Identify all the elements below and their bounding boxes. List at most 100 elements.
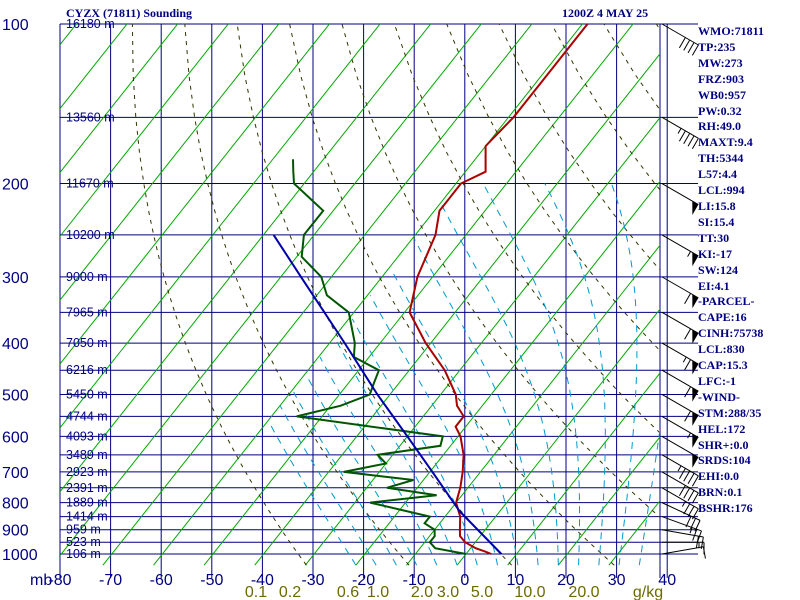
stat-item: -PARCEL- <box>698 294 755 309</box>
height-label: 2391 m <box>66 481 108 495</box>
isotherm-line <box>60 24 331 365</box>
moist-adiabat-line <box>267 420 357 566</box>
wind-barb-staff <box>661 23 699 46</box>
wind-barb-feather <box>687 473 695 484</box>
mixing-ratio-label: 0.1 <box>245 584 267 600</box>
temperature-tick-label: -70 <box>99 572 122 589</box>
stat-item: EHI:0.0 <box>698 469 740 484</box>
wind-barb-staff <box>661 276 699 299</box>
wind-barb-staff <box>661 435 699 458</box>
moist-adiabat-line <box>441 205 559 566</box>
wind-barb <box>661 487 699 520</box>
wind-barb <box>661 234 699 267</box>
wind-barb <box>661 394 699 426</box>
wind-barb-staff <box>661 487 699 510</box>
temperature-tick-label: -50 <box>200 572 223 589</box>
stat-item: BSHR:176 <box>698 501 753 516</box>
wind-barb-staff <box>661 234 699 257</box>
pressure-label: 700 <box>2 465 29 482</box>
dry-adiabat-line <box>236 24 513 566</box>
dry-adiabat-line <box>289 24 615 566</box>
stat-item: CAP:15.3 <box>698 358 748 373</box>
height-label: 106 m <box>66 547 101 561</box>
height-label: 2923 m <box>66 465 108 479</box>
temperature-tick-label: -20 <box>352 572 375 589</box>
moist-adiabat-line <box>279 405 377 566</box>
wind-barb-staff <box>661 311 699 334</box>
wind-barbs <box>661 23 706 559</box>
temperature-tick-label: 40 <box>658 572 676 589</box>
wind-barb-pennant <box>692 294 699 309</box>
wind-barb-feather <box>696 530 702 543</box>
stat-item: TH:5344 <box>698 151 744 166</box>
height-label: 959 m <box>66 523 101 537</box>
mixing-ratio-labels: 0.1 0.2 0.6 1.0 2.0 3.0 5.0 10.0 20.0 g/kg <box>245 584 663 600</box>
wind-barb-half-feather <box>687 251 692 257</box>
wind-barb <box>661 311 699 344</box>
wind-barb-feather <box>687 135 695 147</box>
dry-adiabat-line <box>341 24 660 518</box>
wind-barb-feather <box>691 475 699 487</box>
wind-barb-pennant <box>692 411 699 426</box>
pressure-label: 1000 <box>2 547 38 564</box>
temperature-tick-label: 10 <box>507 572 525 589</box>
wind-barb <box>661 415 699 448</box>
wind-barb-feather <box>692 529 698 541</box>
moist-adiabat-line <box>482 183 580 566</box>
chart-title: CYZX (71811) Sounding <box>66 6 193 20</box>
stat-item: SRDS:104 <box>698 453 751 468</box>
stat-item: SW:124 <box>698 262 739 277</box>
wind-barb-feather <box>678 468 686 479</box>
stat-item: PW:0.32 <box>698 103 742 118</box>
stat-item: RH:49.0 <box>698 119 741 134</box>
wind-barb-feather <box>691 492 699 504</box>
wind-barb-feather <box>678 130 686 142</box>
wind-barb-feather <box>691 138 699 149</box>
wind-barb-half-feather <box>689 527 693 534</box>
isotherm-line <box>456 308 660 566</box>
sounding-series <box>272 24 589 555</box>
stat-item: LCL:830 <box>698 342 745 357</box>
wind-barb-pennant <box>692 360 699 375</box>
y-axis-unit-label: mb <box>30 572 52 589</box>
stat-item: BRN:0.1 <box>698 485 743 500</box>
height-label: 7050 m <box>66 336 108 350</box>
stat-item: SHR+:0.0 <box>698 437 749 452</box>
wind-barb <box>661 516 702 543</box>
stat-item: HEL:172 <box>698 421 746 436</box>
height-labels: 16180 m 13560 m 11670 m 10200 m 9000 m 7965 m… <box>66 17 115 561</box>
height-label: 9000 m <box>66 270 108 284</box>
wind-barb-half-feather <box>677 128 682 134</box>
pressure-label: 400 <box>2 336 29 353</box>
mixing-ratio-label: 10.0 <box>514 584 545 600</box>
isotherm-line <box>153 24 584 566</box>
stat-item: EI:4.1 <box>698 278 730 293</box>
moist-adiabat-line <box>319 356 438 566</box>
pressure-axis-labels: 1000 900 800 700 600 500 400 300 200 100 <box>2 17 38 564</box>
wind-barb-staff <box>661 471 699 494</box>
wind-barb <box>661 435 699 468</box>
wind-barb-staff <box>661 454 699 477</box>
temperature-tick-label: 0 <box>460 572 469 589</box>
moist-adiabat-line <box>351 318 478 566</box>
stat-item: FRZ:903 <box>698 71 744 86</box>
wind-barb-feather <box>684 359 692 371</box>
wind-barb-pennant <box>692 201 699 215</box>
stat-item: LI:15.8 <box>698 198 736 213</box>
stat-item: LCL:994 <box>698 183 745 198</box>
isotherm-line <box>203 24 634 566</box>
isotherm-line <box>304 116 660 566</box>
wind-barb-feather <box>694 520 701 532</box>
height-label: 4093 m <box>66 429 108 443</box>
wind-barb-feather <box>690 518 696 530</box>
wind-barb-feather <box>684 293 692 305</box>
stat-item: SI:15.4 <box>698 214 735 229</box>
wind-barb <box>661 183 699 215</box>
moist-adiabat-line <box>334 337 458 566</box>
moist-adiabat-line <box>414 239 539 566</box>
pressure-label: 600 <box>2 429 29 446</box>
height-label: 6216 m <box>66 363 108 377</box>
stat-item: WB0:957 <box>698 87 746 102</box>
wind-barb-staff <box>661 529 704 538</box>
wind-barb-feather <box>687 506 695 517</box>
